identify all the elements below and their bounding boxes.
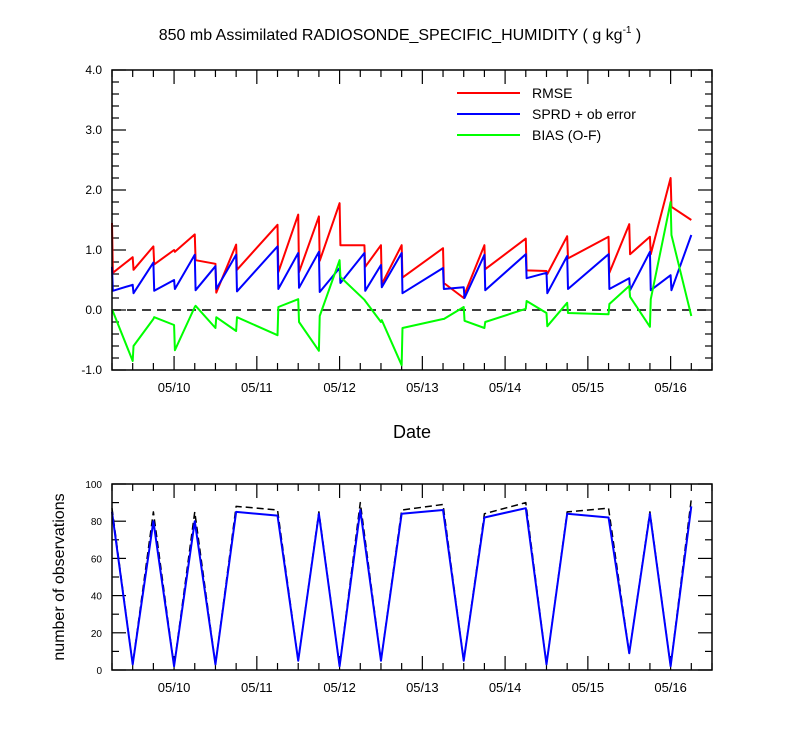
bottom-x-tick-label: 05/10 [158, 680, 191, 695]
bottom-x-tick-label: 05/12 [323, 680, 356, 695]
series-sprd-ob-error-line [111, 234, 693, 299]
bottom-series-0-line [111, 498, 693, 668]
chart-title-main: 850 mb Assimilated RADIOSONDE_SPECIFIC_H… [159, 27, 623, 44]
bottom-y-tick-label: 40 [91, 592, 103, 603]
bottom-series-1-line [111, 506, 693, 668]
top-y-tick-label: 2.0 [85, 183, 102, 197]
bottom-x-tick-label: 05/15 [572, 680, 605, 695]
bottom-y-tick-label: 100 [85, 480, 102, 491]
top-x-tick-label: 05/14 [489, 380, 522, 395]
series-bias-o-f-line [111, 201, 693, 367]
top-y-tick-label: -1.0 [81, 363, 102, 377]
bottom-plot-frame [111, 483, 713, 671]
series-rmse-line [111, 177, 692, 299]
chart-title: 850 mb Assimilated RADIOSONDE_SPECIFIC_H… [159, 25, 642, 44]
top-plot-frame [111, 69, 713, 371]
bottom-x-tick-label: 05/14 [489, 680, 522, 695]
top-panel: 05/10 05/11 05/12 05/13 05/14 05/15 05/16 4.0 3.… [81, 63, 713, 442]
top-x-axis-label: Date [393, 422, 431, 442]
top-x-tick-label: 05/15 [572, 380, 605, 395]
top-y-tick-label: 4.0 [85, 63, 102, 77]
top-y-tick-label: 0.0 [85, 303, 102, 317]
bottom-panel: 05/10 05/11 05/12 05/13 05/14 05/15 05/16 100 80… [51, 480, 713, 695]
bottom-series-group [111, 498, 693, 668]
top-x-tick-label: 05/16 [654, 380, 687, 395]
top-y-tick-label: 1.0 [85, 243, 102, 257]
bottom-ticks: 05/10 05/11 05/12 05/13 05/14 05/15 05/16 100 80… [85, 480, 713, 695]
top-x-tick-label: 05/13 [406, 380, 439, 395]
bottom-x-tick-label: 05/13 [406, 680, 439, 695]
bottom-y-tick-label: 20 [91, 629, 103, 640]
top-x-tick-label: 05/11 [241, 380, 273, 395]
bottom-y-tick-label: 0 [96, 666, 102, 677]
top-x-tick-label: 05/12 [323, 380, 356, 395]
legend-label: RMSE [532, 85, 572, 101]
bottom-y-axis-label: number of observations [51, 493, 68, 660]
top-x-tick-label: 05/10 [158, 380, 191, 395]
top-y-tick-label: 3.0 [85, 123, 102, 137]
legend-label: SPRD + ob error [532, 106, 636, 122]
legend-label: BIAS (O-F) [532, 127, 601, 143]
bottom-y-tick-label: 60 [91, 554, 103, 565]
bottom-x-tick-label: 05/16 [654, 680, 687, 695]
bottom-y-tick-label: 80 [91, 517, 103, 528]
legend: RMSE SPRD + ob error BIAS (O-F) [457, 85, 636, 143]
chart-title-end: ) [631, 27, 641, 44]
bottom-x-tick-label: 05/11 [241, 680, 273, 695]
top-series-group [111, 177, 712, 367]
chart-title-superscript: -1 [623, 25, 632, 36]
